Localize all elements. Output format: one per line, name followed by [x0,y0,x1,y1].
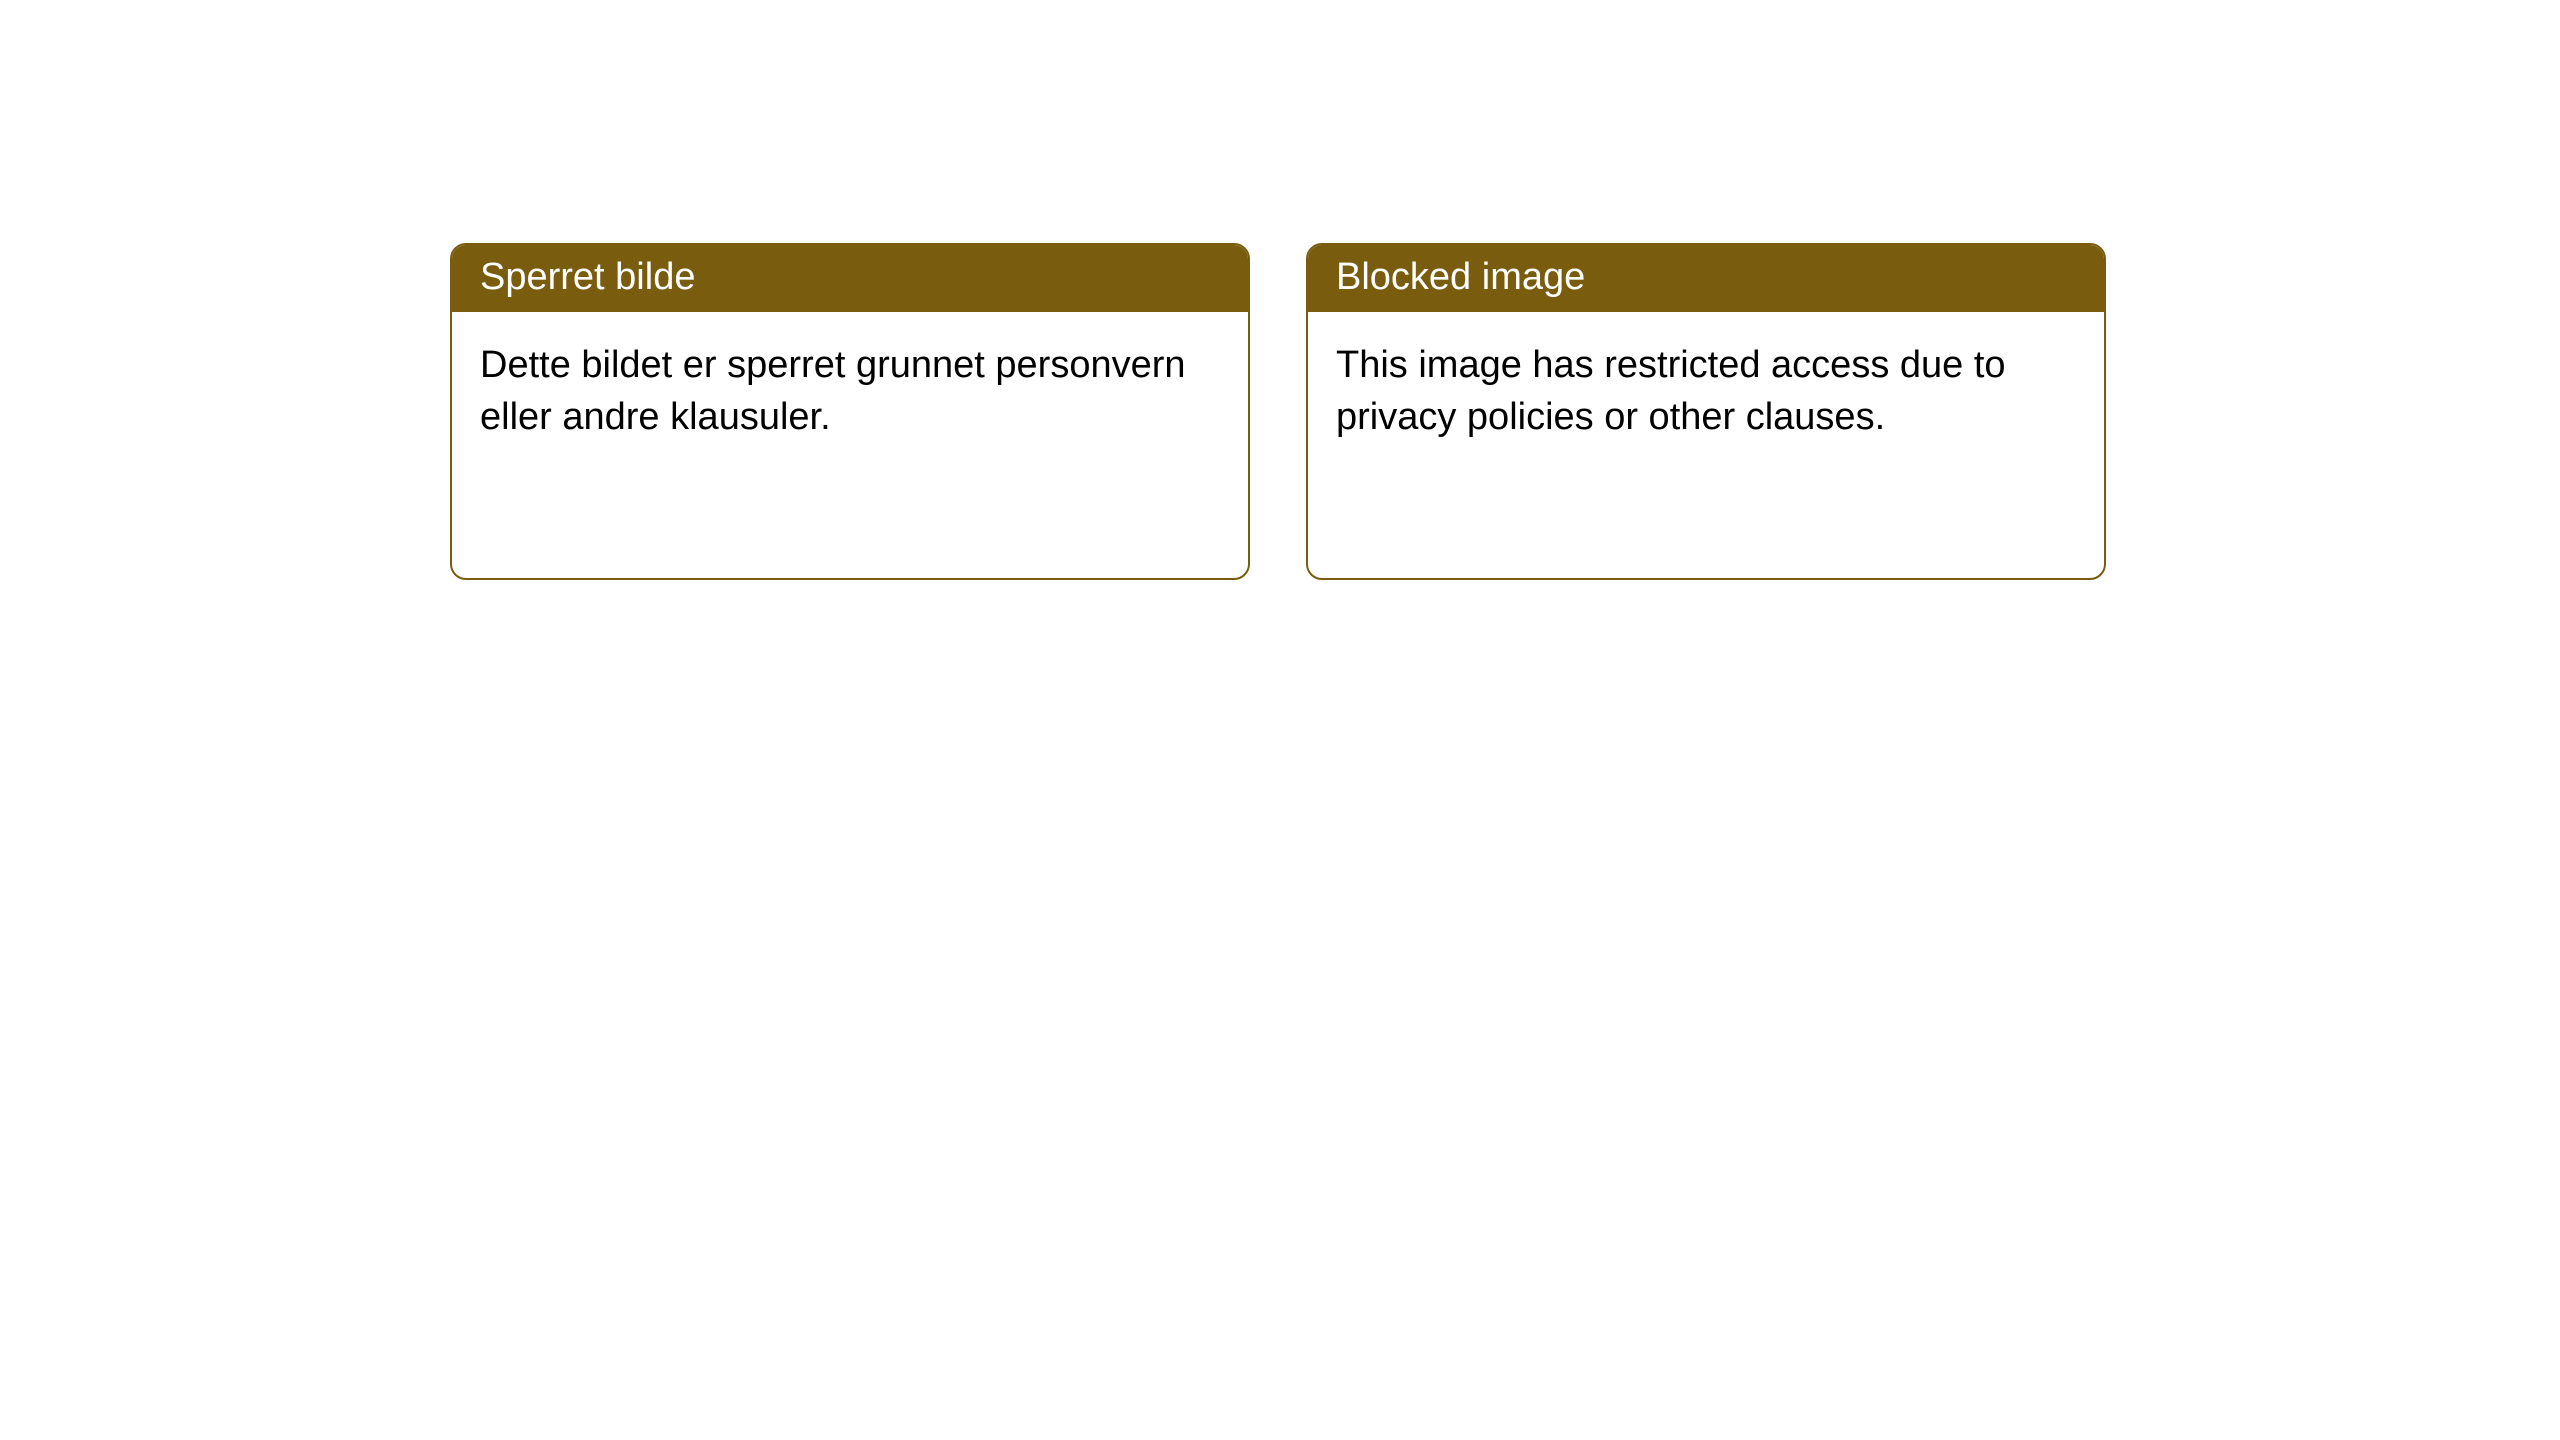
notice-body: Dette bildet er sperret grunnet personve… [452,312,1248,471]
notice-card-norwegian: Sperret bilde Dette bildet er sperret gr… [450,243,1250,580]
notice-card-english: Blocked image This image has restricted … [1306,243,2106,580]
notice-header: Sperret bilde [452,245,1248,312]
notice-container: Sperret bilde Dette bildet er sperret gr… [450,243,2106,580]
notice-body: This image has restricted access due to … [1308,312,2104,471]
notice-header: Blocked image [1308,245,2104,312]
